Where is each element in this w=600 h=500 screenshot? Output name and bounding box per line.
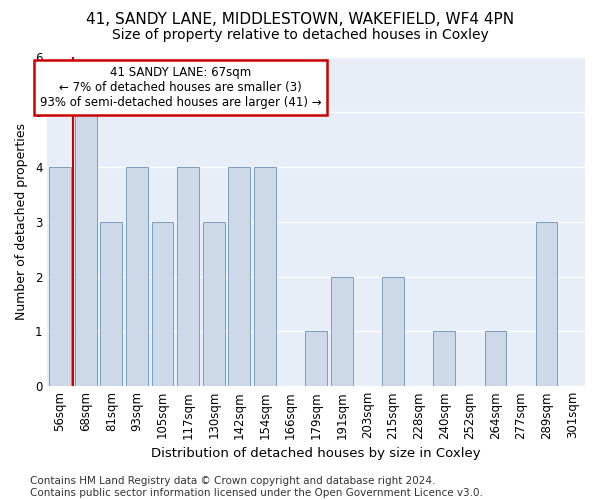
Bar (229, 167, 250, 386)
X-axis label: Distribution of detached houses by size in Coxley: Distribution of detached houses by size … (151, 447, 481, 460)
Bar (126, 167, 148, 386)
Text: Contains HM Land Registry data © Crown copyright and database right 2024.
Contai: Contains HM Land Registry data © Crown c… (30, 476, 483, 498)
Bar (75, 112, 97, 386)
Y-axis label: Number of detached properties: Number of detached properties (15, 124, 28, 320)
Bar (305, 332, 327, 386)
Bar (485, 332, 506, 386)
Bar (177, 167, 199, 386)
Bar (382, 276, 404, 386)
Bar (203, 222, 224, 386)
Text: 41, SANDY LANE, MIDDLESTOWN, WAKEFIELD, WF4 4PN: 41, SANDY LANE, MIDDLESTOWN, WAKEFIELD, … (86, 12, 514, 28)
Text: 41 SANDY LANE: 67sqm
← 7% of detached houses are smaller (3)
93% of semi-detache: 41 SANDY LANE: 67sqm ← 7% of detached ho… (40, 66, 321, 108)
Bar (152, 222, 173, 386)
Text: Size of property relative to detached houses in Coxley: Size of property relative to detached ho… (112, 28, 488, 42)
Bar (433, 332, 455, 386)
Bar (49, 167, 71, 386)
Bar (331, 276, 353, 386)
Bar (536, 222, 557, 386)
Bar (100, 222, 122, 386)
Bar (254, 167, 276, 386)
